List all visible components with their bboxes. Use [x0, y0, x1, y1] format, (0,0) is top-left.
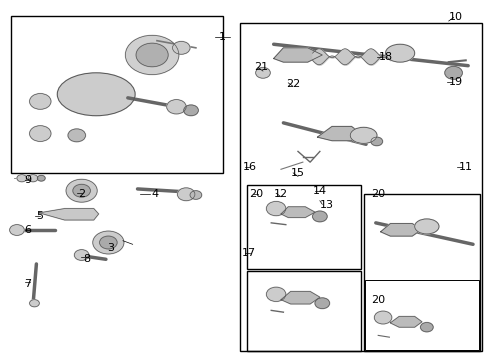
- Circle shape: [183, 105, 198, 116]
- Text: 16: 16: [242, 162, 256, 172]
- Circle shape: [125, 35, 179, 75]
- Circle shape: [66, 179, 97, 202]
- Circle shape: [28, 175, 38, 182]
- Text: 8: 8: [83, 253, 90, 264]
- Text: 20: 20: [249, 189, 263, 199]
- Text: 5: 5: [36, 211, 43, 221]
- Circle shape: [73, 184, 90, 197]
- Text: 11: 11: [458, 162, 472, 172]
- Circle shape: [444, 66, 461, 79]
- Polygon shape: [281, 292, 319, 304]
- Circle shape: [166, 100, 186, 114]
- Text: 7: 7: [24, 279, 32, 289]
- Text: 10: 10: [448, 13, 462, 22]
- Polygon shape: [380, 224, 421, 236]
- Text: 19: 19: [448, 77, 462, 87]
- Polygon shape: [317, 126, 361, 141]
- Text: 13: 13: [320, 200, 333, 210]
- Text: 20: 20: [370, 189, 385, 199]
- Text: 4: 4: [151, 189, 158, 199]
- Text: 6: 6: [24, 225, 32, 235]
- Circle shape: [420, 323, 432, 332]
- Text: 22: 22: [285, 78, 300, 89]
- Text: 18: 18: [378, 52, 392, 62]
- Circle shape: [136, 43, 168, 67]
- Ellipse shape: [349, 127, 376, 143]
- Circle shape: [30, 94, 51, 109]
- Polygon shape: [273, 48, 322, 62]
- Circle shape: [370, 137, 382, 146]
- Circle shape: [68, 129, 85, 142]
- Ellipse shape: [57, 73, 135, 116]
- Text: 20: 20: [370, 295, 385, 305]
- Text: 3: 3: [107, 243, 114, 253]
- Circle shape: [266, 202, 285, 216]
- Text: 21: 21: [254, 63, 268, 72]
- Circle shape: [100, 236, 117, 249]
- Text: 12: 12: [273, 189, 287, 199]
- Circle shape: [93, 231, 123, 254]
- Polygon shape: [39, 208, 99, 220]
- Circle shape: [172, 41, 190, 54]
- Ellipse shape: [414, 219, 438, 234]
- Text: 9: 9: [24, 175, 32, 185]
- Polygon shape: [389, 316, 421, 327]
- Circle shape: [373, 311, 391, 324]
- Circle shape: [74, 249, 89, 260]
- Circle shape: [177, 188, 195, 201]
- Circle shape: [190, 191, 201, 199]
- Text: 17: 17: [242, 248, 256, 258]
- Circle shape: [30, 300, 39, 307]
- Ellipse shape: [385, 44, 414, 62]
- Circle shape: [30, 126, 51, 141]
- Text: 15: 15: [290, 168, 305, 178]
- Text: 2: 2: [78, 189, 85, 199]
- Text: 14: 14: [312, 186, 326, 196]
- Circle shape: [37, 175, 45, 181]
- Polygon shape: [281, 207, 314, 217]
- Circle shape: [266, 287, 285, 301]
- Circle shape: [10, 225, 24, 235]
- Circle shape: [255, 67, 270, 78]
- Circle shape: [312, 211, 326, 222]
- Text: 1: 1: [219, 32, 225, 42]
- Circle shape: [17, 175, 27, 182]
- Circle shape: [314, 298, 329, 309]
